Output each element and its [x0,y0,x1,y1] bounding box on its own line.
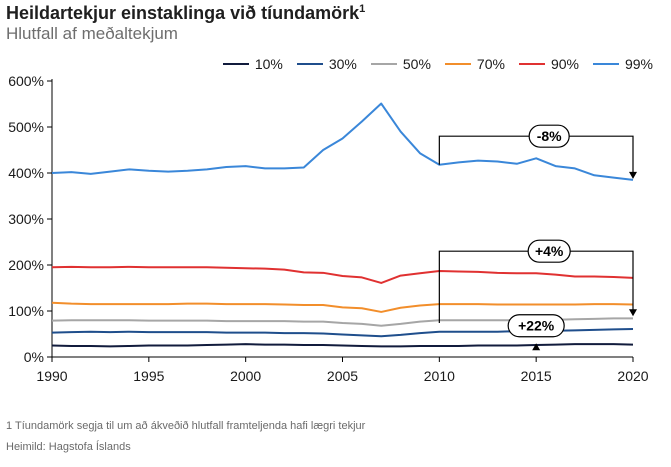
annotation-90pct-badge [527,239,571,263]
chart-subtitle: Hlutfall af meðaltekjum [6,24,178,43]
title-footnote-marker: 1 [359,3,366,15]
legend-item: 99% [592,56,653,72]
legend-item: 30% [296,56,357,72]
legend-swatch [296,63,323,65]
x-tick-label: 2020 [617,368,648,384]
x-tick-label: 2000 [230,368,261,384]
y-tick-label: 500% [8,119,44,135]
legend-item: 90% [518,56,579,72]
y-tick-label: 300% [8,211,44,227]
legend-label: 30% [328,56,357,72]
y-tick-label: 400% [8,165,44,181]
series-line-90pct [51,265,634,284]
footnote: 1 Tíundamörk segja til um að ákveðið hlu… [6,420,366,432]
legend-label: 70% [476,56,505,72]
legend-label: 50% [402,56,431,72]
annotation-10pct-label: +22% [518,318,555,334]
legend-swatch [444,63,471,65]
legend-swatch [222,63,249,65]
y-tick-label: 0% [24,349,44,365]
chart-title-text: Heildartekjur einstaklinga við tíundamör… [6,3,360,23]
x-tick-label: 2005 [327,368,358,384]
annotation-99pct-badge [528,124,570,148]
annotation-10pct-badge [507,314,565,338]
legend-item: 70% [444,56,505,72]
legend-swatch [370,63,397,65]
x-tick-label: 1990 [36,368,67,384]
legend-item: 10% [222,56,283,72]
source-note: Heimild: Hagstofa Íslands [6,441,131,453]
arrow-10pct-icon [532,343,541,351]
chart-legend: 10% 30% 50% 70% 90% 99% [222,56,653,72]
x-tick-label: 2010 [424,368,455,384]
series-line-99pct [51,102,634,181]
y-tick-label: 600% [8,73,44,89]
arrow-90pct-icon [629,309,637,317]
arrow-99pct-icon [629,171,637,179]
legend-label: 10% [254,56,283,72]
series-line-70pct [51,301,634,313]
x-tick-label: 2015 [521,368,552,384]
x-tick-label: 1995 [133,368,164,384]
legend-item: 50% [370,56,431,72]
legend-label: 99% [624,56,653,72]
series-line-10pct [51,343,634,348]
annotation-99pct-label: -8% [537,128,562,144]
y-tick-label: 100% [8,303,44,319]
y-tick-label: 200% [8,257,44,273]
legend-swatch [592,63,619,65]
annotation-90pct-label: +4% [535,243,564,259]
legend-swatch [518,63,545,65]
chart-title: Heildartekjur einstaklinga við tíundamör… [6,3,365,24]
legend-label: 90% [550,56,579,72]
